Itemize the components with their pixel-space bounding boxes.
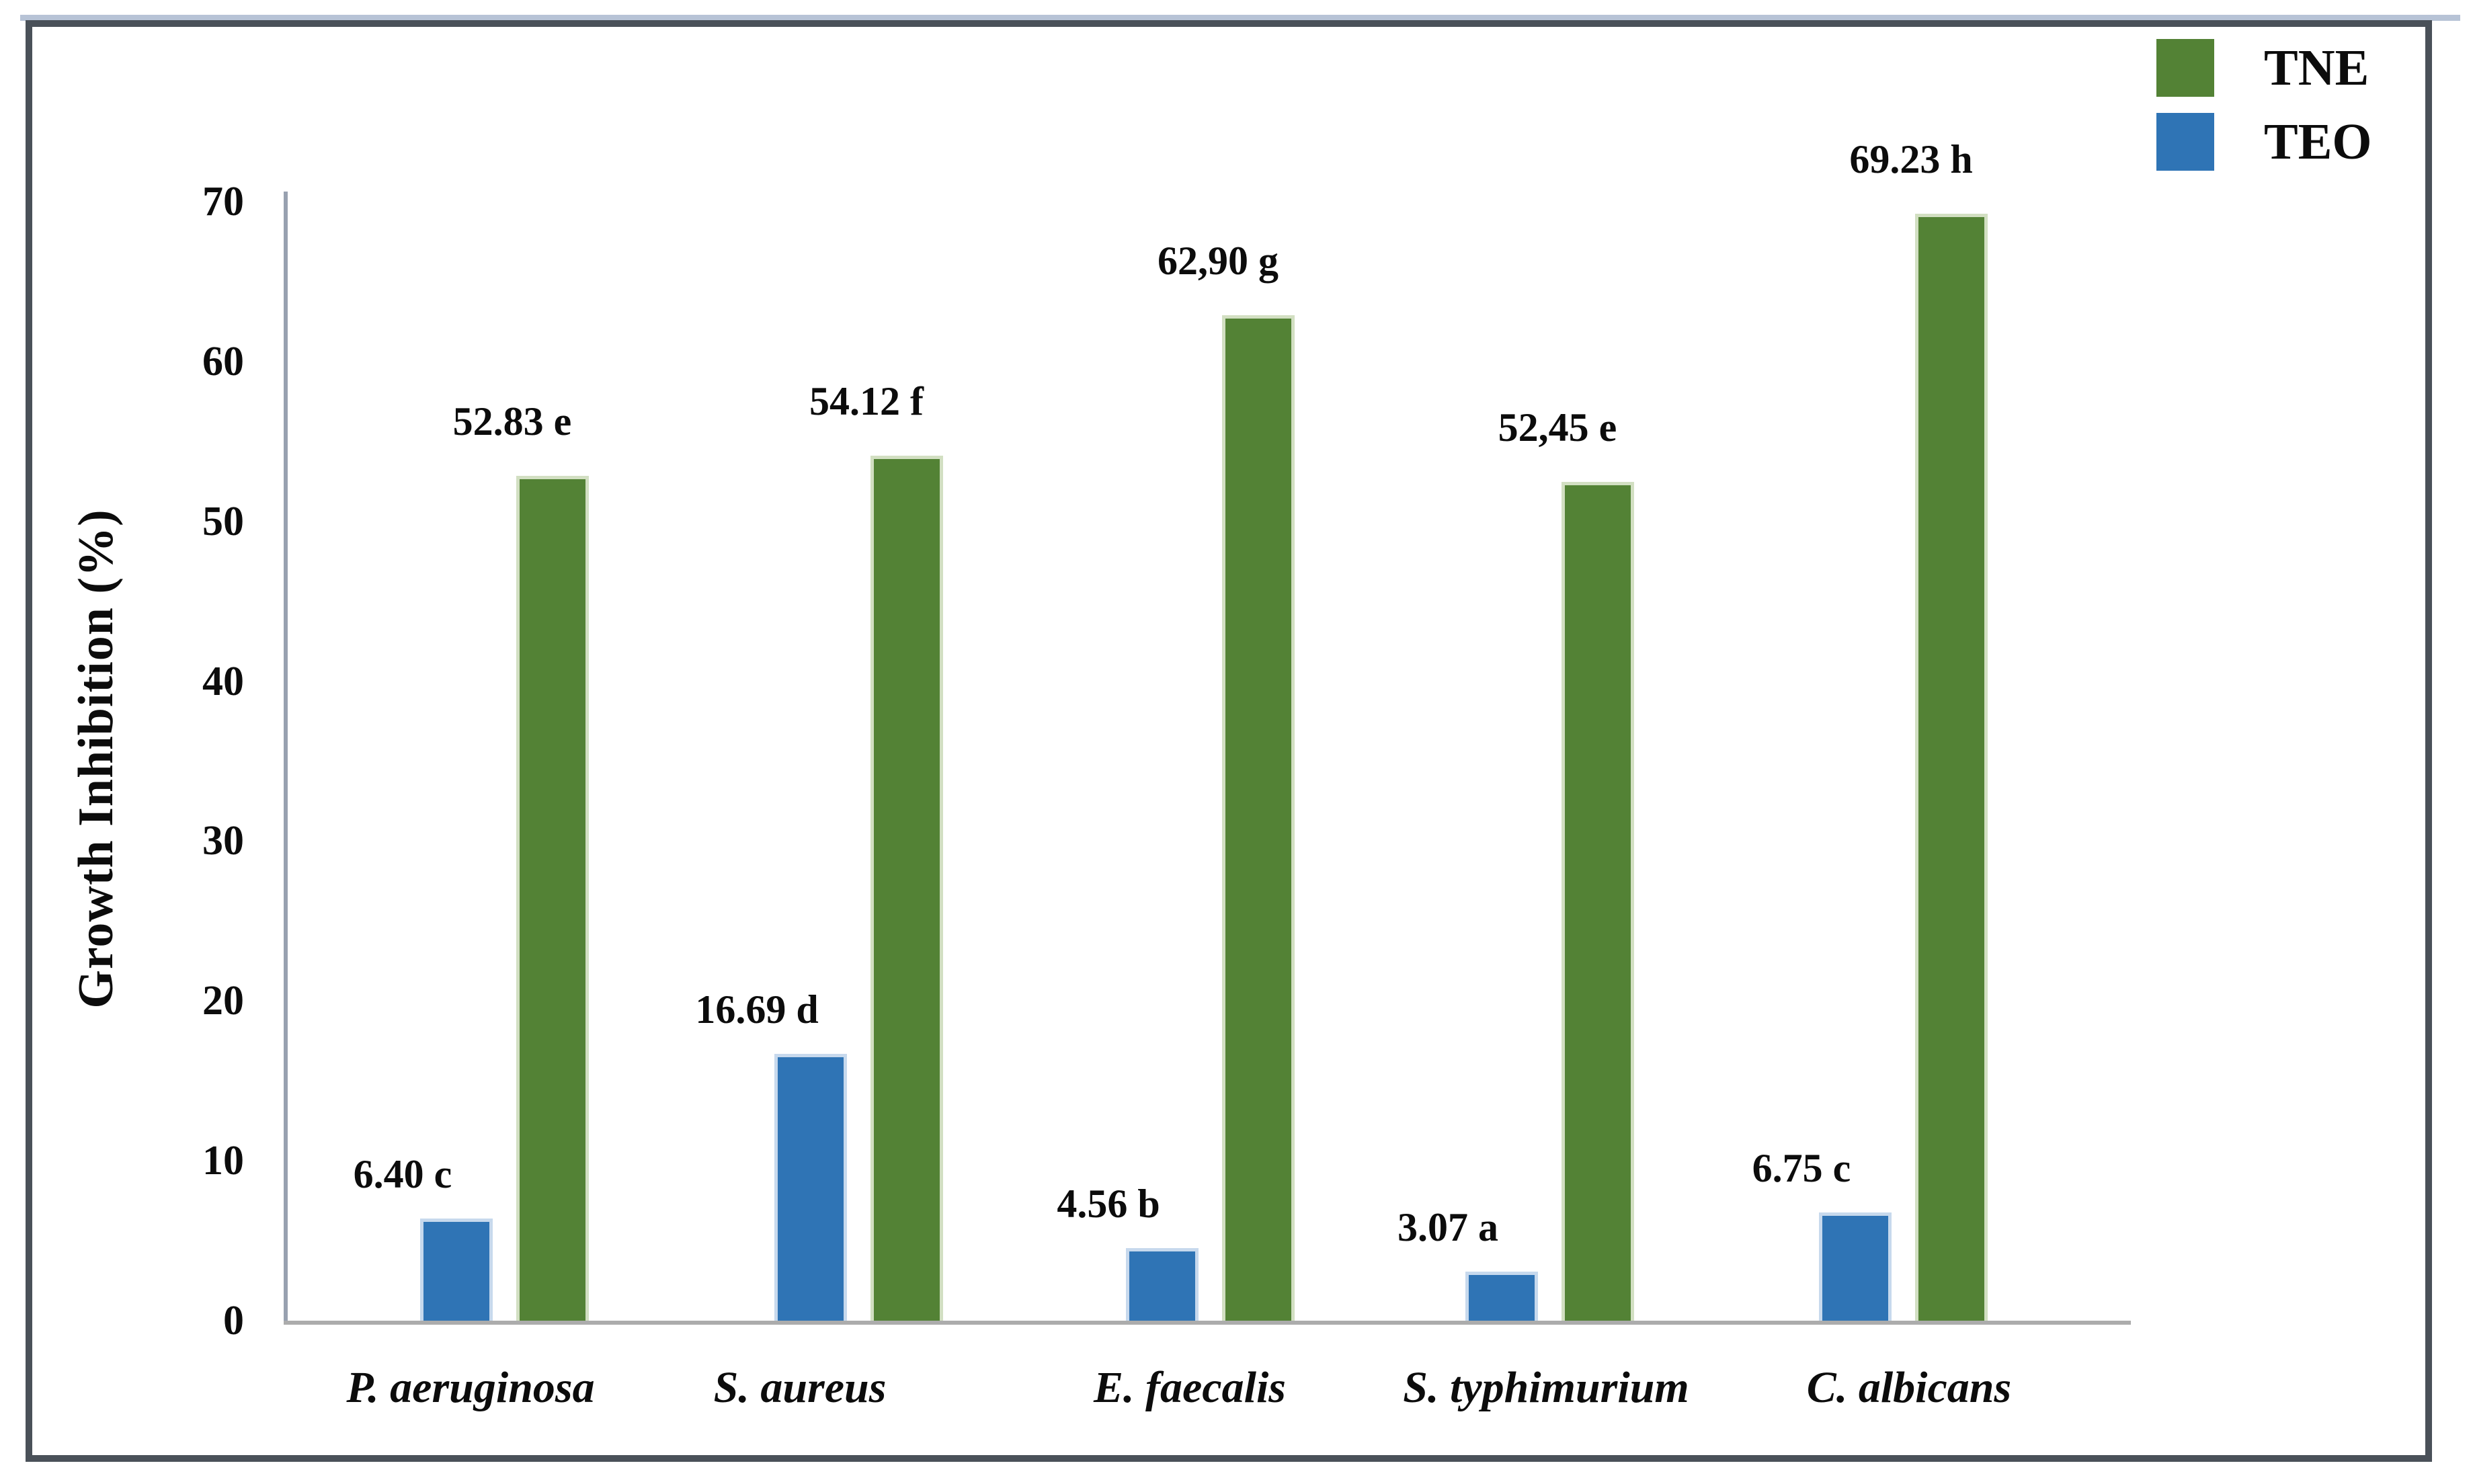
bar-teo-value-label: 16.69 d: [695, 987, 819, 1032]
top-accent-line: [20, 15, 2460, 21]
x-category-label: S. typhimurium: [1403, 1363, 1689, 1412]
y-tick-label: 30: [202, 818, 244, 864]
legend: TNE TEO: [2156, 39, 2372, 171]
y-tick-label: 50: [202, 498, 244, 544]
bar-tne-value-label: 62,90 g: [1158, 238, 1279, 283]
y-tick-label: 0: [223, 1298, 244, 1344]
bar-teo-value-label: 4.56 b: [1057, 1181, 1160, 1226]
bar-tne-value-label: 52,45 e: [1498, 405, 1617, 450]
bar-teo-value-label: 3.07 a: [1397, 1204, 1498, 1249]
bar-tne: [516, 476, 589, 1321]
bar-tne-value-label: 69.23 h: [1849, 137, 1973, 182]
legend-swatch-teo: [2156, 113, 2214, 171]
chart-figure: Growth Inhibition (%) 0 10 20 30 40 50 60 70 6.…: [26, 20, 2432, 1462]
y-tick-label: 60: [202, 338, 244, 384]
legend-label-tne: TNE: [2264, 40, 2369, 96]
bar-tne-value-label: 52.83 e: [452, 399, 572, 444]
bar-teo-value-label: 6.75 c: [1752, 1146, 1851, 1191]
bar-teo: [420, 1218, 493, 1321]
bar-teo: [1465, 1271, 1538, 1321]
y-tick-label: 70: [202, 179, 244, 224]
x-category-label: S. aureus: [713, 1363, 887, 1412]
bar-tne: [1562, 482, 1634, 1321]
bar-teo: [1819, 1212, 1892, 1321]
bar-teo: [774, 1054, 847, 1321]
y-tick-label: 20: [202, 978, 244, 1024]
y-tick-label: 10: [202, 1138, 244, 1184]
x-category-label: P. aeruginosa: [346, 1363, 595, 1412]
y-axis-line: [284, 192, 288, 1325]
bar-teo: [1126, 1247, 1199, 1321]
x-axis-baseline: [284, 1321, 2131, 1325]
legend-item-tne: TNE: [2156, 39, 2372, 97]
x-category-label: E. faecalis: [1094, 1363, 1286, 1412]
bar-tne: [870, 455, 943, 1321]
legend-label-teo: TEO: [2264, 114, 2372, 170]
y-tick-label: 40: [202, 658, 244, 704]
bar-tne-value-label: 54.12 f: [809, 378, 924, 423]
y-axis-title: Growth Inhibition (%): [69, 509, 124, 1009]
x-category-label: C. albicans: [1806, 1363, 2012, 1412]
bar-teo-value-label: 6.40 c: [353, 1151, 452, 1196]
plot-area: Growth Inhibition (%) 0 10 20 30 40 50 60 70 6.…: [32, 27, 2425, 1455]
bar-tne: [1222, 315, 1295, 1321]
bar-tne: [1915, 214, 1988, 1321]
legend-item-teo: TEO: [2156, 113, 2372, 171]
legend-swatch-tne: [2156, 39, 2214, 97]
